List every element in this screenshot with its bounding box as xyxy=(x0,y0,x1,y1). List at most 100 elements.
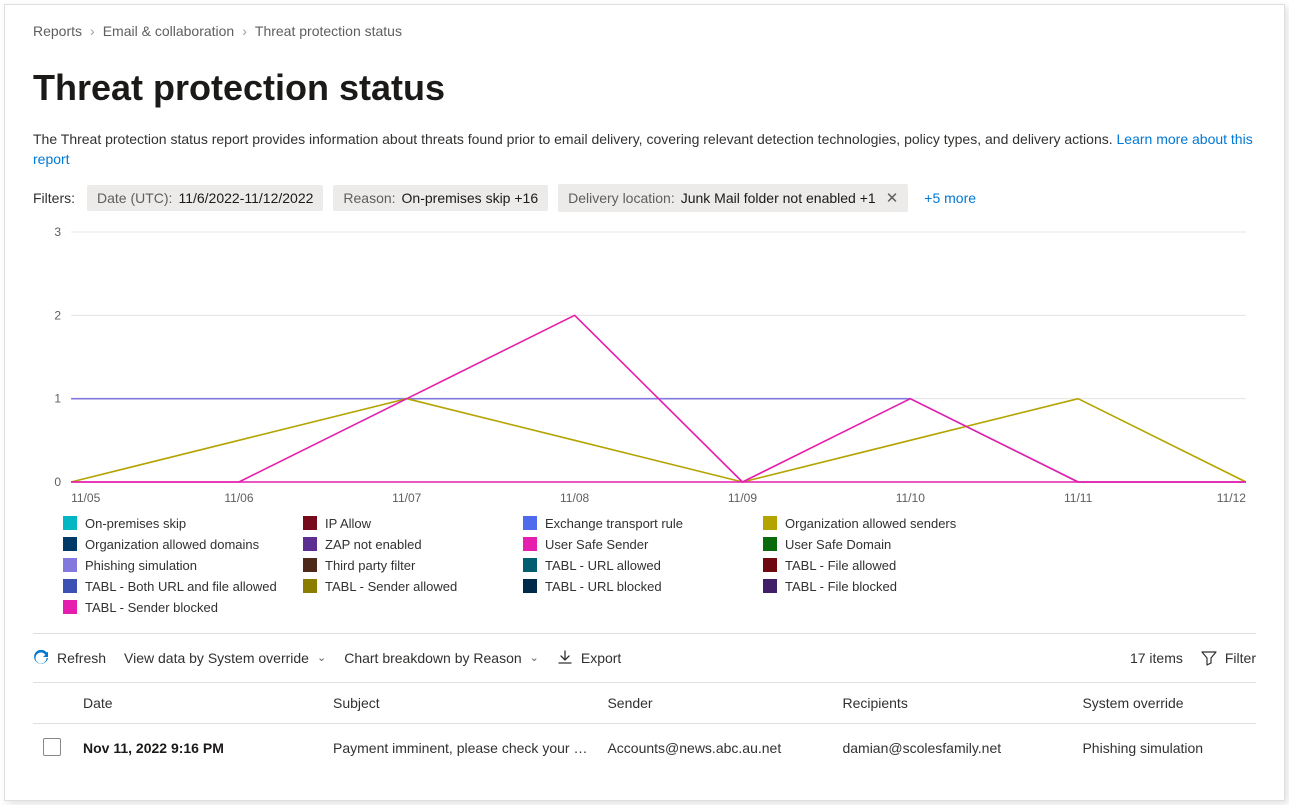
view-data-label: View data by System override xyxy=(124,650,309,666)
svg-text:11/09: 11/09 xyxy=(728,491,758,505)
legend-swatch xyxy=(763,516,777,530)
refresh-button[interactable]: Refresh xyxy=(33,650,106,666)
svg-text:11/06: 11/06 xyxy=(224,491,254,505)
legend-swatch xyxy=(763,558,777,572)
svg-text:11/11: 11/11 xyxy=(1064,491,1093,505)
column-header[interactable]: Recipients xyxy=(832,682,1072,723)
cell-override: Phishing simulation xyxy=(1072,723,1256,773)
legend-item[interactable]: User Safe Domain xyxy=(763,537,1043,552)
legend-label: ZAP not enabled xyxy=(325,537,422,552)
column-header[interactable]: Subject xyxy=(323,682,597,723)
item-count: 17 items xyxy=(1130,650,1183,666)
filter-button[interactable]: Filter xyxy=(1201,650,1256,666)
legend-swatch xyxy=(63,579,77,593)
legend-label: TABL - Sender allowed xyxy=(325,579,457,594)
legend-item[interactable]: User Safe Sender xyxy=(523,537,763,552)
legend-item[interactable]: IP Allow xyxy=(303,516,523,531)
chevron-down-icon: ⌄ xyxy=(317,651,326,664)
legend-swatch xyxy=(523,579,537,593)
cell-subject: Payment imminent, please check your … xyxy=(323,723,597,773)
svg-text:1: 1 xyxy=(54,391,61,405)
legend-label: On-premises skip xyxy=(85,516,186,531)
legend-swatch xyxy=(63,516,77,530)
view-data-dropdown[interactable]: View data by System override ⌄ xyxy=(124,650,326,666)
legend-swatch xyxy=(763,537,777,551)
more-filters-link[interactable]: +5 more xyxy=(924,190,976,206)
filter-pill-delivery[interactable]: Delivery location: Junk Mail folder not … xyxy=(558,184,908,212)
legend-label: IP Allow xyxy=(325,516,371,531)
legend-label: Third party filter xyxy=(325,558,415,573)
table-header-row: Date Subject Sender Recipients System ov… xyxy=(33,682,1256,723)
legend-item[interactable]: TABL - URL blocked xyxy=(523,579,763,594)
chart-legend: On-premises skip IP Allow Exchange transpo… xyxy=(33,516,1256,633)
legend-label: Organization allowed domains xyxy=(85,537,259,552)
chevron-right-icon: › xyxy=(90,23,95,39)
column-checkbox xyxy=(33,682,73,723)
page-description: The Threat protection status report prov… xyxy=(33,129,1256,170)
legend-item[interactable]: TABL - Sender blocked xyxy=(63,600,303,615)
filter-icon xyxy=(1201,650,1217,666)
svg-text:0: 0 xyxy=(54,475,61,489)
filter-pill-reason[interactable]: Reason: On-premises skip +16 xyxy=(333,185,548,211)
cell-date: Nov 11, 2022 9:16 PM xyxy=(73,723,323,773)
chevron-right-icon: › xyxy=(242,23,247,39)
legend-item[interactable]: ZAP not enabled xyxy=(303,537,523,552)
legend-label: Phishing simulation xyxy=(85,558,197,573)
legend-label: TABL - File allowed xyxy=(785,558,896,573)
refresh-label: Refresh xyxy=(57,650,106,666)
refresh-icon xyxy=(33,650,49,666)
legend-item[interactable]: TABL - URL allowed xyxy=(523,558,763,573)
legend-item[interactable]: Phishing simulation xyxy=(63,558,303,573)
row-checkbox[interactable] xyxy=(43,738,61,756)
legend-item[interactable]: Exchange transport rule xyxy=(523,516,763,531)
cell-recipients: damian@scolesfamily.net xyxy=(832,723,1072,773)
svg-text:11/08: 11/08 xyxy=(560,491,590,505)
svg-text:11/05: 11/05 xyxy=(71,491,101,505)
page-title: Threat protection status xyxy=(33,67,1256,109)
cell-sender: Accounts@news.abc.au.net xyxy=(597,723,832,773)
legend-swatch xyxy=(303,516,317,530)
legend-swatch xyxy=(63,558,77,572)
export-button[interactable]: Export xyxy=(557,650,621,666)
column-header[interactable]: System override xyxy=(1072,682,1256,723)
breadcrumb-item: Threat protection status xyxy=(255,23,402,39)
legend-item[interactable]: TABL - Sender allowed xyxy=(303,579,523,594)
legend-swatch xyxy=(63,600,77,614)
legend-label: TABL - File blocked xyxy=(785,579,897,594)
close-icon[interactable]: ✕ xyxy=(886,189,899,207)
legend-item[interactable]: Organization allowed domains xyxy=(63,537,303,552)
column-header[interactable]: Sender xyxy=(597,682,832,723)
legend-item[interactable]: Organization allowed senders xyxy=(763,516,1043,531)
legend-swatch xyxy=(303,579,317,593)
legend-swatch xyxy=(523,537,537,551)
legend-label: TABL - URL blocked xyxy=(545,579,662,594)
description-text: The Threat protection status report prov… xyxy=(33,131,1117,147)
breadcrumb-item[interactable]: Reports xyxy=(33,23,82,39)
legend-item[interactable]: TABL - File allowed xyxy=(763,558,1043,573)
pill-label: Date (UTC): xyxy=(97,190,172,206)
svg-text:11/07: 11/07 xyxy=(392,491,422,505)
legend-item[interactable]: On-premises skip xyxy=(63,516,303,531)
svg-text:2: 2 xyxy=(54,308,61,322)
pill-value: On-premises skip +16 xyxy=(402,190,539,206)
chart-breakdown-dropdown[interactable]: Chart breakdown by Reason ⌄ xyxy=(344,650,539,666)
table-row[interactable]: Nov 11, 2022 9:16 PMPayment imminent, pl… xyxy=(33,723,1256,773)
legend-swatch xyxy=(303,537,317,551)
results-table: Date Subject Sender Recipients System ov… xyxy=(33,682,1256,773)
svg-text:3: 3 xyxy=(54,225,61,239)
command-bar: Refresh View data by System override ⌄ C… xyxy=(33,633,1256,682)
legend-label: TABL - URL allowed xyxy=(545,558,661,573)
legend-item[interactable]: Third party filter xyxy=(303,558,523,573)
legend-item[interactable]: TABL - File blocked xyxy=(763,579,1043,594)
svg-text:11/12: 11/12 xyxy=(1217,491,1247,505)
legend-item[interactable]: TABL - Both URL and file allowed xyxy=(63,579,303,594)
line-chart: 012311/0511/0611/0711/0811/0911/1011/111… xyxy=(33,222,1256,512)
filter-pill-date[interactable]: Date (UTC): 11/6/2022-11/12/2022 xyxy=(87,185,323,211)
filters-row: Filters: Date (UTC): 11/6/2022-11/12/202… xyxy=(33,184,1256,212)
legend-swatch xyxy=(63,537,77,551)
download-icon xyxy=(557,650,573,666)
column-header[interactable]: Date xyxy=(73,682,323,723)
legend-swatch xyxy=(523,558,537,572)
breadcrumb: Reports › Email & collaboration › Threat… xyxy=(33,23,1256,39)
breadcrumb-item[interactable]: Email & collaboration xyxy=(103,23,235,39)
